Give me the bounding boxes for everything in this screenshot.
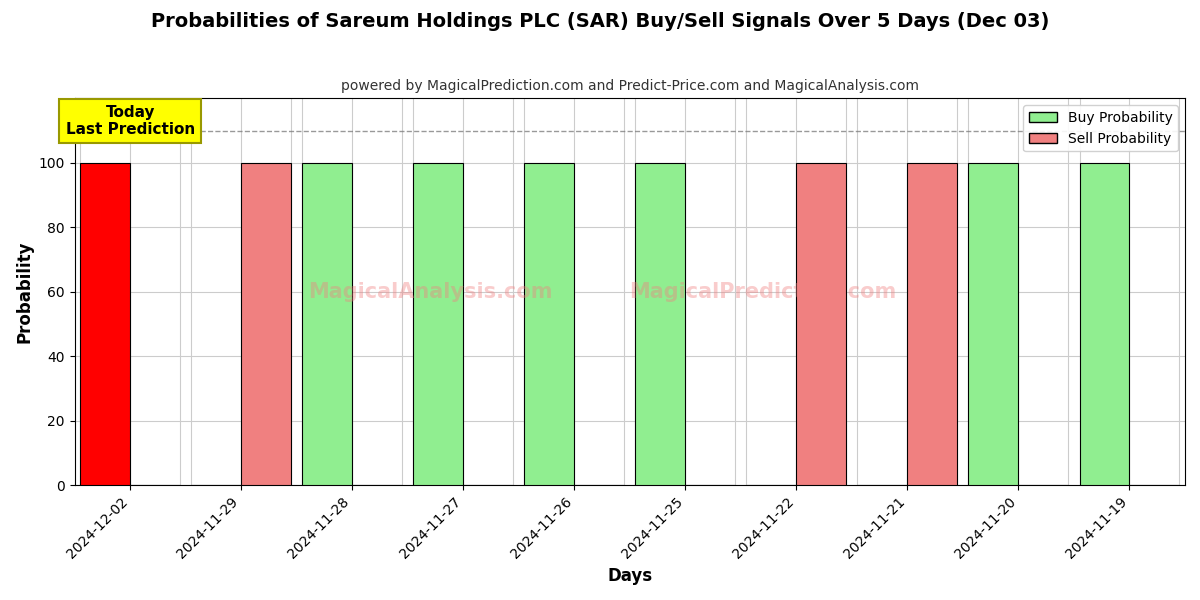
Bar — [1080, 163, 1129, 485]
Bar — [413, 163, 463, 485]
Bar — [80, 163, 130, 485]
Text: MagicalAnalysis.com: MagicalAnalysis.com — [307, 282, 552, 302]
Bar — [302, 163, 353, 485]
Bar — [241, 163, 292, 485]
Legend: Buy Probability, Sell Probability: Buy Probability, Sell Probability — [1024, 105, 1178, 151]
Bar — [524, 163, 575, 485]
Text: MagicalPrediction.com: MagicalPrediction.com — [630, 282, 896, 302]
Bar — [635, 163, 685, 485]
Text: Probabilities of Sareum Holdings PLC (SAR) Buy/Sell Signals Over 5 Days (Dec 03): Probabilities of Sareum Holdings PLC (SA… — [151, 12, 1049, 31]
Text: Today
Last Prediction: Today Last Prediction — [66, 104, 194, 137]
Bar — [797, 163, 846, 485]
Y-axis label: Probability: Probability — [16, 241, 34, 343]
X-axis label: Days: Days — [607, 567, 653, 585]
Bar — [907, 163, 958, 485]
Title: powered by MagicalPrediction.com and Predict-Price.com and MagicalAnalysis.com: powered by MagicalPrediction.com and Pre… — [341, 79, 919, 93]
Bar — [968, 163, 1019, 485]
